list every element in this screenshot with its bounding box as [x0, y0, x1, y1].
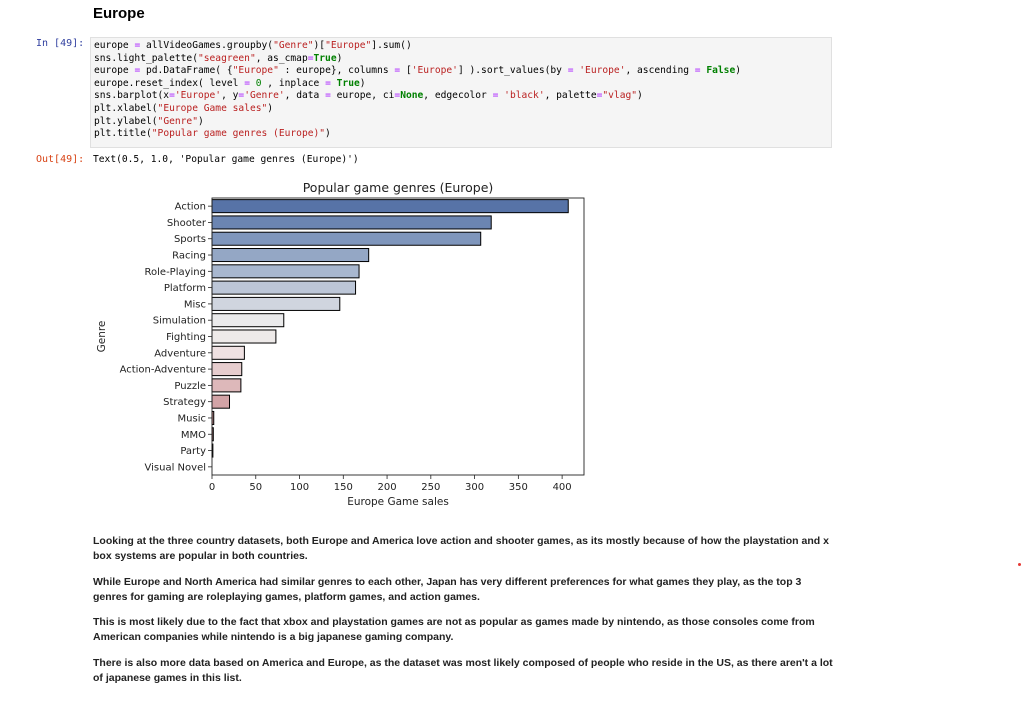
- chart-title: Popular game genres (Europe): [303, 180, 494, 195]
- y-tick-label: MMO: [181, 430, 206, 441]
- bar: [211, 280, 357, 295]
- y-tick-label: Action: [175, 202, 206, 213]
- y-tick-label: Simulation: [153, 316, 206, 327]
- code-line: sns.light_palette("seagreen", as_cmap=Tr…: [94, 52, 343, 64]
- y-tick-label: Party: [180, 446, 206, 457]
- paragraph-2: While Europe and North America had simil…: [93, 576, 802, 603]
- bar: [211, 248, 370, 263]
- bar: [211, 313, 285, 328]
- bar: [211, 345, 245, 360]
- code-line: plt.title("Popular game genres (Europe)"…: [94, 128, 331, 140]
- y-tick-label: Adventure: [154, 348, 206, 359]
- y-tick-label: Puzzle: [174, 381, 206, 392]
- x-tick-label: 400: [553, 482, 572, 493]
- x-tick-label: 350: [509, 482, 528, 493]
- code-line: europe = allVideoGames.groupby("Genre")[…: [94, 40, 412, 51]
- bar: [211, 215, 492, 230]
- bar-chart: Popular game genres (Europe) Action Shoote…: [96, 180, 585, 508]
- bar: [211, 264, 360, 279]
- x-tick-label: 300: [465, 482, 484, 493]
- x-tick-label: 200: [378, 482, 397, 493]
- code-line: europe.reset_index( level = 0 , inplace …: [94, 77, 366, 89]
- y-tick-label: Music: [178, 413, 206, 424]
- y-tick-label: Misc: [184, 299, 206, 310]
- code-line: plt.ylabel("Genre"): [94, 115, 204, 127]
- y-tick-label: Fighting: [166, 332, 206, 343]
- y-axis-label: Genre: [96, 321, 108, 353]
- paragraph-1: Looking at the three country datasets, b…: [93, 535, 829, 562]
- plot-frame: [211, 197, 585, 476]
- paragraph-3: This is most likely due to the fact that…: [93, 616, 815, 643]
- code-line: europe = pd.DataFrame( {"Europe" : europ…: [94, 65, 742, 77]
- input-prompt: In [49]:: [36, 38, 85, 49]
- bar: [211, 199, 569, 214]
- y-tick-label: Role-Playing: [145, 267, 206, 278]
- output-prompt: Out[49]:: [36, 154, 85, 165]
- bar: [211, 378, 242, 393]
- x-tick-label: 50: [249, 482, 262, 493]
- y-tick-label: Platform: [164, 283, 206, 294]
- section-heading: Europe: [93, 5, 145, 22]
- x-tick-label: 100: [290, 482, 309, 493]
- bar: [211, 394, 231, 409]
- x-tick-label: 0: [209, 482, 215, 493]
- x-axis-label: Europe Game sales: [347, 496, 449, 508]
- bar: [211, 362, 243, 377]
- x-tick-label: 150: [334, 482, 353, 493]
- output-text: Text(0.5, 1.0, 'Popular game genres (Eur…: [93, 154, 359, 165]
- code-line: sns.barplot(x='Europe', y='Genre', data …: [94, 90, 643, 102]
- code-cell-editor[interactable]: europe = allVideoGames.groupby("Genre")[…: [90, 37, 832, 148]
- y-tick-label: Racing: [172, 251, 206, 262]
- bar: [211, 296, 341, 311]
- y-tick-label: Action-Adventure: [120, 365, 206, 376]
- y-tick-label: Strategy: [163, 397, 206, 408]
- cursor-marker: [1018, 563, 1021, 566]
- x-tick-label: 250: [421, 482, 440, 493]
- code-line: plt.xlabel("Europe Game sales"): [94, 102, 274, 114]
- y-tick-label: Visual Novel: [145, 462, 206, 473]
- bar: [211, 329, 277, 344]
- paragraph-4: There is also more data based on America…: [93, 657, 833, 684]
- y-tick-label: Sports: [174, 234, 206, 245]
- y-tick-label: Shooter: [167, 218, 207, 229]
- bar: [211, 231, 482, 246]
